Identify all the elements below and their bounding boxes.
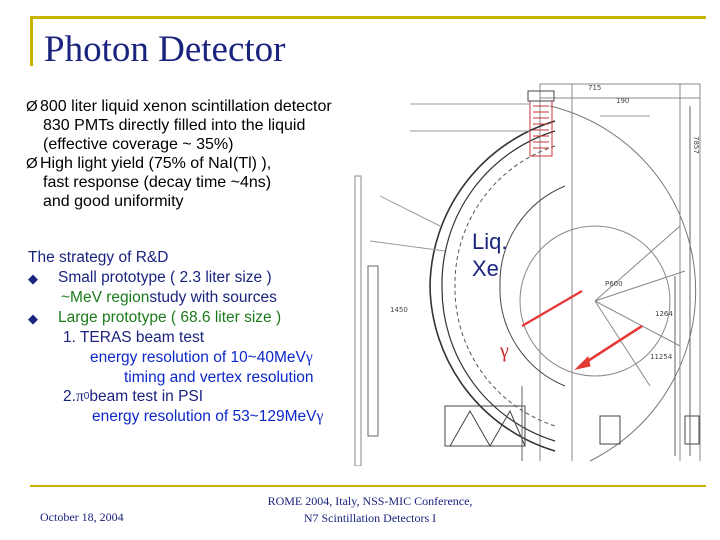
small-prototype-text: Small prototype ( 2.3 liter size ) [58, 268, 272, 286]
radial-line [594, 300, 651, 387]
bullet-text: fast response (decay time ~4ns) [43, 174, 272, 191]
tower-cap [527, 90, 555, 102]
photon-arrow [521, 290, 583, 327]
side-bar [367, 265, 379, 437]
radial-line [594, 225, 681, 302]
strategy-energy-2: energy resolution of 53~129MeV γ [28, 407, 388, 427]
strategy-heading: The strategy of R&D [28, 249, 169, 266]
title-rule-left [30, 16, 33, 66]
inner-face [499, 185, 566, 387]
conference-line: ROME 2004, Italy, NSS-MIC Conference, [267, 494, 473, 508]
bullet-text: 830 PMTs directly filled into the liquid [43, 117, 306, 134]
footer-rule [30, 485, 706, 487]
bullet-list: Ø 800 liter liquid xenon scintillation d… [26, 97, 386, 211]
outer-circle-arc [549, 105, 697, 462]
slide-title: Photon Detector [44, 29, 286, 70]
bullet-item: Ø High light yield (75% of NaI(Tl) ), [26, 154, 386, 173]
cooling-coil [533, 105, 549, 149]
mev-region-text: study with sources [149, 289, 277, 307]
cryostat-outer-wall [429, 120, 556, 452]
strategy-subitem: 1. TERAS beam test [63, 329, 204, 347]
xe-line: Xe [472, 256, 499, 281]
dim-label: 11254 [650, 353, 673, 361]
photon-arrowhead [574, 356, 591, 370]
bullet-text: and good uniformity [43, 193, 184, 210]
title-rule-top [30, 16, 706, 19]
strategy-energy-1: energy resolution of 10~40MeV γ [28, 348, 388, 368]
energy-resolution-text: energy resolution of 53~129MeV [92, 407, 317, 425]
flange [684, 415, 700, 445]
cryostat-inner-wall [441, 130, 556, 442]
bullet-text: 800 liter liquid xenon scintillation det… [40, 98, 332, 115]
flange [599, 415, 621, 445]
dim-label: 715 [588, 84, 601, 92]
strategy-item: ◆ Small prototype ( 2.3 liter size ) [28, 268, 388, 289]
gamma-label: γ [500, 340, 509, 362]
strategy-item: ◆ Large prototype ( 68.6 liter size ) [28, 308, 388, 329]
item2-suffix: beam test in PSI [89, 388, 204, 406]
strategy-timing: timing and vertex resolution [124, 368, 314, 386]
bullet-item: Ø 800 liter liquid xenon scintillation d… [26, 97, 386, 116]
photon-arrow-line [579, 324, 643, 368]
strategy-block: The strategy of R&D ◆ Small prototype ( … [28, 248, 388, 426]
gamma-symbol: γ [316, 407, 324, 425]
bullet-text: High light yield (75% of NaI(Tl) ), [40, 155, 272, 172]
pi-symbol: π [75, 388, 84, 406]
pmt-surface [454, 145, 556, 427]
diamond-bullet-icon: ◆ [28, 270, 38, 286]
liquid-xenon-label: Liq. Xe [472, 228, 507, 282]
dim-label: 1264 [655, 310, 673, 318]
energy-resolution-text: energy resolution of 10~40MeV [90, 348, 306, 366]
footer-conference: ROME 2004, Italy, NSS-MIC Conference, N7… [220, 493, 520, 527]
dim-label: 190 [616, 97, 629, 105]
item2-prefix: 2. [63, 388, 76, 406]
arrow-bullet-icon: Ø [26, 155, 38, 172]
side-bar [354, 175, 362, 466]
inner-circle [519, 225, 671, 377]
footer-date: October 18, 2004 [40, 510, 124, 524]
pi-superscript: 0 [83, 391, 90, 403]
arrow-bullet-icon: Ø [26, 98, 38, 115]
dim-label: 1450 [390, 306, 408, 314]
bottom-support [444, 405, 526, 447]
gamma-symbol: γ [305, 348, 313, 366]
strategy-subline: ~MeV region study with sources [28, 288, 388, 308]
radial-line [594, 270, 686, 302]
leader-line [369, 240, 446, 252]
diamond-bullet-icon: ◆ [28, 310, 38, 326]
mev-region-highlight: ~MeV region [61, 289, 150, 307]
leader-line [379, 195, 441, 227]
dim-label: 7857 [692, 136, 700, 154]
detector-drawing: 715 190 7857 11254 1264 P600 1450 [354, 83, 701, 466]
support-truss [449, 409, 526, 448]
bullet-text: (effective coverage ~ 35%) [43, 136, 234, 153]
session-line: N7 Scintillation Detectors I [303, 511, 437, 525]
dim-label: P600 [605, 280, 623, 288]
radial-line [594, 300, 681, 347]
large-prototype-text: Large prototype ( 68.6 liter size ) [58, 308, 282, 326]
liq-line: Liq. [472, 229, 508, 254]
